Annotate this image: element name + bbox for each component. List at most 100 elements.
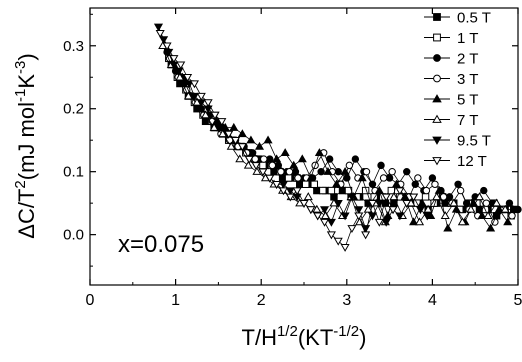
data-point — [230, 136, 241, 145]
data-point — [251, 162, 261, 171]
data-point — [266, 155, 274, 163]
data-point — [333, 237, 343, 246]
data-point — [483, 211, 493, 219]
data-point — [361, 231, 371, 240]
data-point — [314, 148, 324, 157]
data-point — [423, 204, 433, 213]
y-axis-label: ΔC/T2(mJ mol-1K-3) — [12, 53, 39, 238]
data-point — [303, 192, 313, 201]
data-point — [357, 173, 367, 182]
data-point — [443, 223, 453, 232]
data-point — [297, 154, 307, 163]
data-point — [494, 204, 504, 213]
data-point — [431, 180, 439, 188]
data-point — [289, 160, 299, 169]
legend-marker — [432, 157, 442, 166]
data-point — [226, 141, 236, 150]
x-tick-label: 1 — [171, 292, 180, 309]
data-point — [457, 217, 467, 226]
data-point — [340, 166, 350, 175]
data-point — [248, 149, 257, 157]
x-axis-label: T/H1/2(KT-1/2) — [242, 323, 367, 350]
axis-ticks: 0 1 2 3 4 5 0.0 0.1 0.2 0.3 — [63, 8, 522, 309]
data-point — [395, 212, 405, 221]
series-layer — [153, 23, 522, 252]
legend-marker — [432, 94, 442, 103]
data-point — [354, 212, 364, 221]
legend-label: 3 T — [457, 71, 478, 88]
data-point — [395, 187, 405, 196]
data-point — [445, 193, 454, 201]
data-point — [299, 199, 309, 208]
y-tick-label: 0.2 — [63, 101, 84, 118]
data-point — [454, 180, 462, 188]
data-point — [294, 174, 302, 182]
data-point — [278, 181, 289, 189]
data-point — [259, 161, 267, 170]
data-point — [421, 193, 430, 201]
data-point — [409, 217, 419, 226]
data-point — [196, 92, 206, 101]
data-point — [466, 204, 476, 213]
data-point — [260, 155, 268, 163]
x-tick-label: 2 — [257, 292, 266, 309]
data-point — [480, 186, 488, 195]
data-point — [351, 155, 360, 163]
series-6 — [153, 23, 432, 234]
data-point — [449, 198, 459, 207]
data-point — [417, 198, 427, 207]
y-tick-label: 0.3 — [63, 38, 84, 55]
data-point — [363, 204, 373, 213]
data-point — [388, 167, 396, 176]
data-point — [229, 122, 239, 131]
data-point — [312, 204, 322, 213]
data-point — [333, 199, 343, 208]
y-tick-label: 0.1 — [63, 164, 84, 181]
x-tick-label: 3 — [342, 292, 351, 309]
data-point — [265, 174, 275, 183]
data-point — [374, 218, 384, 227]
data-point — [402, 199, 412, 208]
data-point — [235, 154, 245, 163]
legend-label: 12 T — [457, 153, 487, 170]
data-point — [224, 130, 234, 139]
data-point — [155, 29, 165, 38]
data-point — [500, 204, 510, 213]
data-point — [362, 167, 371, 176]
data-point — [272, 181, 282, 189]
data-point — [403, 167, 411, 176]
data-point — [201, 110, 211, 119]
legend-label: 1 T — [457, 30, 478, 47]
data-point — [183, 74, 193, 82]
legend-marker — [432, 114, 442, 123]
data-point — [237, 129, 247, 138]
data-point — [203, 99, 213, 108]
data-point — [381, 193, 391, 202]
data-point — [243, 160, 253, 169]
data-point — [274, 161, 283, 170]
data-point — [377, 161, 385, 170]
data-point — [327, 186, 336, 195]
data-point — [367, 212, 378, 221]
data-point — [415, 217, 425, 226]
data-point — [374, 185, 384, 194]
legend-marker — [433, 33, 441, 42]
data-point — [323, 166, 333, 175]
data-point — [210, 111, 220, 120]
data-point — [201, 117, 210, 126]
data-point — [354, 206, 364, 215]
data-point — [252, 166, 262, 175]
annotation-composition: x=0.075 — [118, 231, 204, 258]
legend-marker — [433, 13, 441, 21]
legend-label: 7 T — [457, 112, 478, 129]
legend-label: 2 T — [457, 51, 478, 68]
data-point — [292, 187, 302, 196]
data-point — [270, 167, 278, 176]
data-point — [474, 192, 485, 201]
data-point — [514, 205, 522, 214]
legend-marker — [433, 54, 441, 62]
data-point — [331, 179, 342, 188]
data-point — [367, 199, 378, 208]
data-point — [414, 174, 422, 182]
